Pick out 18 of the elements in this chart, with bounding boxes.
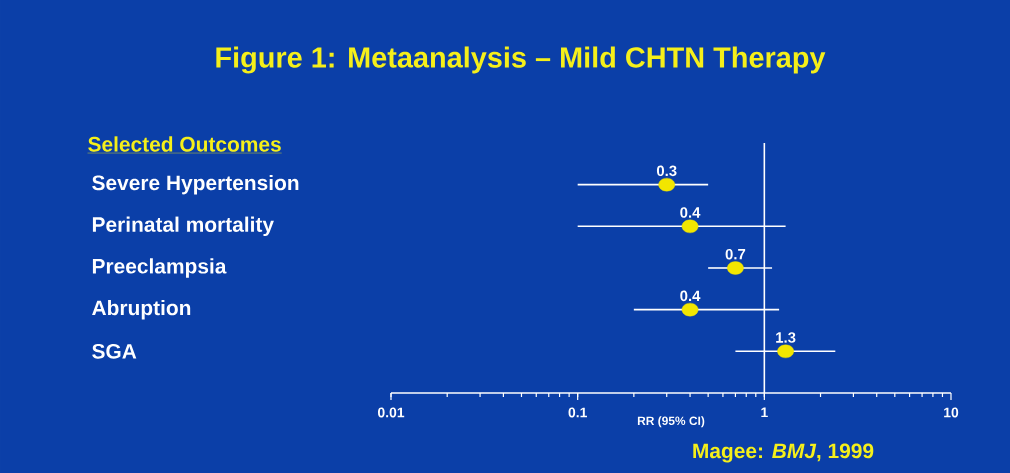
- data-label: 0.4: [680, 207, 701, 218]
- chart-title: Figure 1: Metaanalysis – Mild CHTN Therapy: [216, 46, 826, 74]
- data-label: 1.3: [776, 332, 796, 343]
- data-label: 0.3: [656, 165, 677, 177]
- x-tick-label: 0.1: [568, 407, 587, 418]
- x-tick-label: 10: [944, 407, 959, 418]
- y-tick-label: Preeclampsia: [92, 258, 227, 278]
- y-tick-label: Abruption: [92, 299, 191, 320]
- x-axis-title: RR (95% CI): [637, 416, 705, 428]
- y-tick-label: SGA: [92, 343, 137, 359]
- data-label: 0.4: [680, 290, 701, 302]
- text: Magee: BMJ, 1999: [693, 443, 874, 463]
- y-tick-label: Severe Hypertension: [92, 174, 299, 195]
- x-tick-label: 0.01: [377, 407, 405, 418]
- y-tick-label: Perinatal mortality: [92, 216, 274, 237]
- data-label: 0.7: [725, 248, 746, 260]
- x-tick-label: 1: [761, 407, 768, 418]
- y-axis-title: Selected Outcomes: [88, 136, 281, 152]
